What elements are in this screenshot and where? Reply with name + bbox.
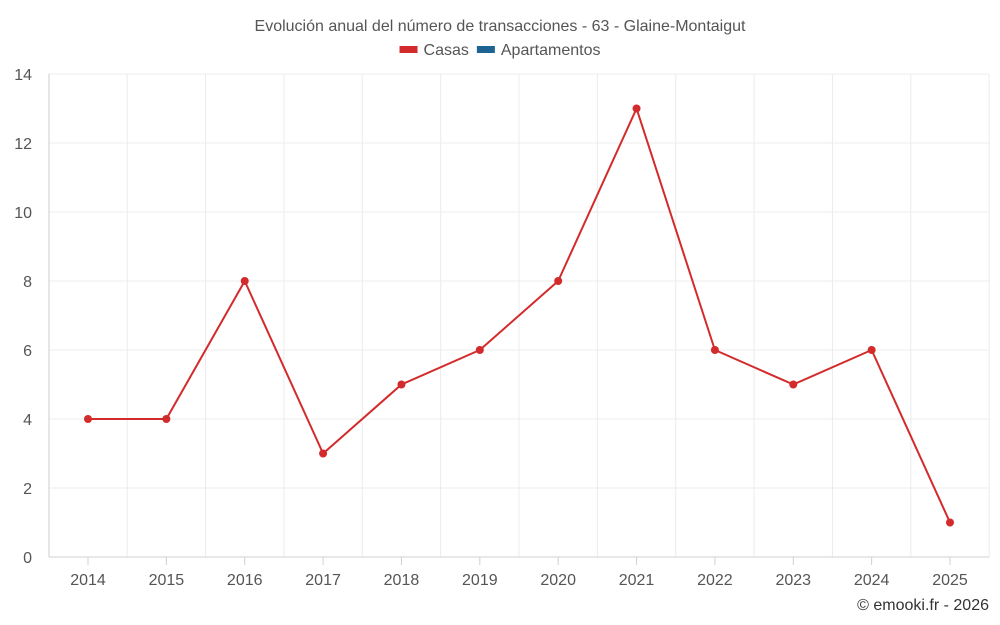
legend-swatch	[476, 46, 495, 53]
x-tick-label: 2018	[384, 572, 420, 589]
data-point[interactable]	[867, 346, 876, 354]
y-tick-label: 12	[14, 136, 32, 153]
x-tick-label: 2019	[462, 572, 498, 589]
data-point[interactable]	[554, 277, 563, 285]
data-point[interactable]	[397, 380, 406, 389]
chart-title: Evolución anual del número de transaccio…	[255, 18, 747, 35]
x-tick-label: 2017	[305, 572, 341, 589]
legend-swatch	[399, 46, 418, 53]
x-tick-label: 2021	[619, 572, 655, 589]
data-point[interactable]	[319, 449, 328, 458]
y-tick-label: 10	[14, 205, 32, 222]
legend-label: Casas	[424, 42, 469, 59]
x-tick-label: 2016	[227, 572, 263, 589]
x-tick-label: 2024	[854, 572, 890, 589]
x-tick-label: 2014	[70, 572, 106, 589]
x-tick-label: 2025	[932, 572, 968, 589]
y-tick-label: 2	[23, 481, 32, 498]
data-point[interactable]	[632, 104, 641, 113]
y-tick-label: 14	[14, 67, 32, 84]
data-point[interactable]	[475, 346, 484, 354]
data-point[interactable]	[789, 380, 798, 389]
x-tick-label: 2022	[697, 572, 733, 589]
data-point[interactable]	[84, 415, 92, 423]
legend-item-casas[interactable]: Casas	[399, 42, 469, 59]
x-tick-label: 2015	[149, 572, 185, 589]
y-tick-label: 4	[23, 412, 32, 429]
legend: Casas Apartamentos	[399, 42, 601, 59]
x-tick-label: 2020	[540, 572, 576, 589]
series-layer	[84, 104, 954, 527]
x-tick-label: 2023	[775, 572, 811, 589]
data-point[interactable]	[946, 518, 954, 527]
data-point[interactable]	[162, 415, 171, 423]
y-tick-label: 6	[23, 343, 32, 360]
series-line-casas	[87, 107, 951, 524]
data-point[interactable]	[710, 346, 719, 354]
legend-item-apartamentos[interactable]: Apartamentos	[476, 42, 601, 59]
credit-text: © emooki.fr - 2026	[857, 597, 989, 614]
legend-label: Apartamentos	[501, 42, 601, 59]
y-tick-label: 8	[23, 274, 32, 291]
y-tick-label: 0	[23, 550, 32, 567]
axes: 0 2 4 6 8 10 12 14 2014 2015 2016 2017 2018 2019 2020 2…	[14, 67, 989, 589]
data-point[interactable]	[240, 277, 249, 285]
